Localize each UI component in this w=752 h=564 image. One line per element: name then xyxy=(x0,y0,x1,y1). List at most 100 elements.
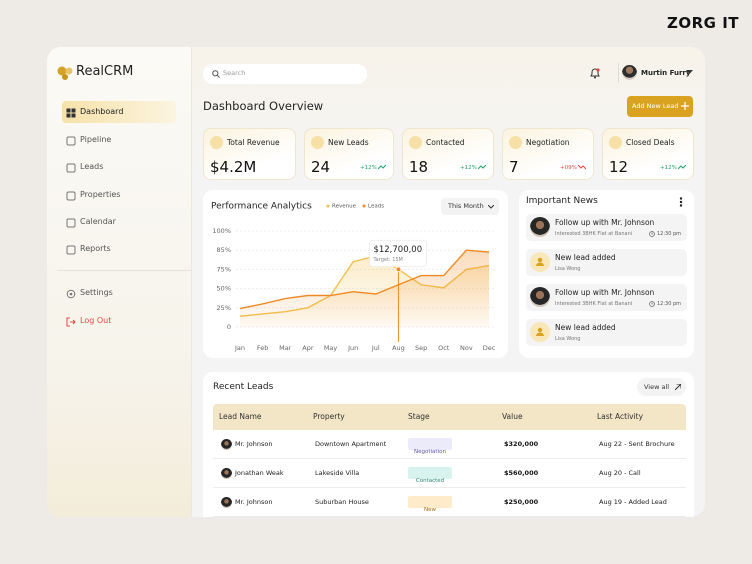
stat-label: Negotiation xyxy=(526,138,570,147)
stage-badge: Negotiation xyxy=(408,438,452,455)
search-box[interactable]: Search xyxy=(203,64,367,84)
chart-card: Performance Analytics 100% 85% 75% 50% 25% 0 J… xyxy=(203,190,508,358)
stat-value: 7 xyxy=(509,158,519,176)
news-title: New lead added xyxy=(555,323,616,332)
nav-item[interactable]: Pipeline xyxy=(66,134,176,148)
lead-value: $320,000 xyxy=(504,440,539,448)
stat-icon xyxy=(609,136,622,149)
sidebar xyxy=(47,47,192,517)
stage-label: Negotiation xyxy=(414,449,446,455)
user-name: Murtin Furry xyxy=(641,69,691,77)
bell[interactable] xyxy=(589,67,601,79)
news-title: New lead added xyxy=(555,253,616,262)
stat-value: $4.2M xyxy=(210,158,257,176)
chart-title: Performance Analytics xyxy=(211,202,312,212)
y-tick-label: 75% xyxy=(217,265,231,273)
nav-label: Dashboard xyxy=(80,107,124,116)
x-tick-label: Nov xyxy=(460,344,473,352)
nav-item[interactable]: Properties xyxy=(66,189,176,203)
nav-icon xyxy=(66,191,76,201)
x-tick-label: Mar xyxy=(279,344,292,352)
x-tick-label: Dec xyxy=(483,344,496,352)
tooltip-note: Target: 15M xyxy=(372,257,402,263)
x-tick-label: May xyxy=(324,344,338,352)
nav-label: Log Out xyxy=(80,316,112,325)
stat-icon xyxy=(509,136,522,149)
clock-icon xyxy=(649,301,655,307)
nav-label: Properties xyxy=(80,190,121,199)
news-item[interactable]: New lead added Lisa Wong xyxy=(526,249,687,276)
news-item[interactable]: Follow up with Mr. Johnson Interested 3BH… xyxy=(526,284,687,311)
stage-badge: Contacted xyxy=(408,467,452,484)
stat-card: Closed Deals 12 +12% xyxy=(602,128,694,180)
user-avatar xyxy=(622,65,637,80)
period-label: This Month xyxy=(448,202,484,210)
nav-label: Pipeline xyxy=(80,135,112,144)
logo-icon xyxy=(57,66,73,80)
trend-icon xyxy=(678,164,686,170)
news-title: Follow up with Mr. Johnson xyxy=(555,288,655,297)
tooltip-value: $12,700,00 xyxy=(373,245,422,255)
news-title: Follow up with Mr. Johnson xyxy=(555,218,655,227)
add-lead-button[interactable]: Add New Lead xyxy=(627,96,693,117)
tooltip xyxy=(368,239,427,267)
y-tick-label: 100% xyxy=(212,227,231,235)
clock-icon xyxy=(649,231,655,237)
trend-icon xyxy=(578,164,586,170)
nav-item[interactable]: Calendar xyxy=(66,216,176,230)
more-icon[interactable] xyxy=(679,197,683,207)
news-subtitle: Lisa Wong xyxy=(555,336,581,342)
column-header: Property xyxy=(313,412,345,421)
period-select[interactable]: This Month xyxy=(441,198,499,215)
search-icon xyxy=(212,70,220,78)
lead-name: Jonathan Weak xyxy=(235,469,284,477)
view-all-button[interactable]: View all xyxy=(637,378,686,396)
news-avatar xyxy=(530,217,550,237)
x-tick-label: Apr xyxy=(302,344,314,352)
column-header: Stage xyxy=(408,412,430,421)
news-time: 12:30 pm xyxy=(657,231,682,237)
area xyxy=(240,250,489,327)
trend-icon xyxy=(478,164,486,170)
line-chart: Performance Analytics 100% 85% 75% 50% 25% 0 J… xyxy=(211,202,496,353)
sidebar-divider xyxy=(57,270,192,271)
stat-change: +12% xyxy=(460,165,477,171)
nav-item[interactable]: Leads xyxy=(66,161,176,175)
table-row xyxy=(213,488,686,517)
stat-change: +09% xyxy=(560,165,577,171)
nav-label: Leads xyxy=(80,162,104,171)
column-header: Value xyxy=(502,412,523,421)
brand: ZORG IT xyxy=(667,14,740,32)
news-item[interactable]: Follow up with Mr. Johnson Interested 3BH… xyxy=(526,214,687,241)
lead-name: Mr. Johnson xyxy=(235,498,273,506)
nav-logout[interactable]: Log Out xyxy=(66,315,176,329)
button-label: Add New Lead xyxy=(632,102,679,110)
lead-avatar xyxy=(221,468,232,479)
page-title: Dashboard Overview xyxy=(203,99,324,113)
arrow-icon xyxy=(675,384,681,390)
stat-change: +12% xyxy=(660,165,677,171)
lead-property: Suburban House xyxy=(315,498,369,506)
column-header: Last Activity xyxy=(597,412,644,421)
nav-item[interactable]: Reports xyxy=(66,243,176,257)
legend-swatch xyxy=(362,204,366,208)
lead-property: Lakeside Villa xyxy=(315,469,360,477)
trend-icon xyxy=(378,164,386,170)
legend-label: Revenue xyxy=(332,204,357,210)
caret xyxy=(686,70,693,74)
stat-card: Contacted 18 +12% xyxy=(402,128,494,180)
nav-settings[interactable]: Settings xyxy=(66,287,176,301)
nav-item[interactable]: Dashboard xyxy=(66,106,176,120)
x-tick-label: Aug xyxy=(392,344,405,352)
stat-icon xyxy=(311,136,324,149)
user-menu[interactable]: Murtin Furry xyxy=(618,63,696,83)
nav-active-bg xyxy=(62,101,176,123)
news-item[interactable]: New lead added Lisa Wong xyxy=(526,319,687,346)
x-tick-label: Jun xyxy=(347,344,358,352)
stage-label: New xyxy=(424,507,436,513)
news-subtitle: Interested 3BHK Flat at Banani xyxy=(555,231,633,237)
nav-icon xyxy=(66,163,76,173)
nav-icon xyxy=(66,218,76,228)
logout-icon xyxy=(66,317,76,327)
